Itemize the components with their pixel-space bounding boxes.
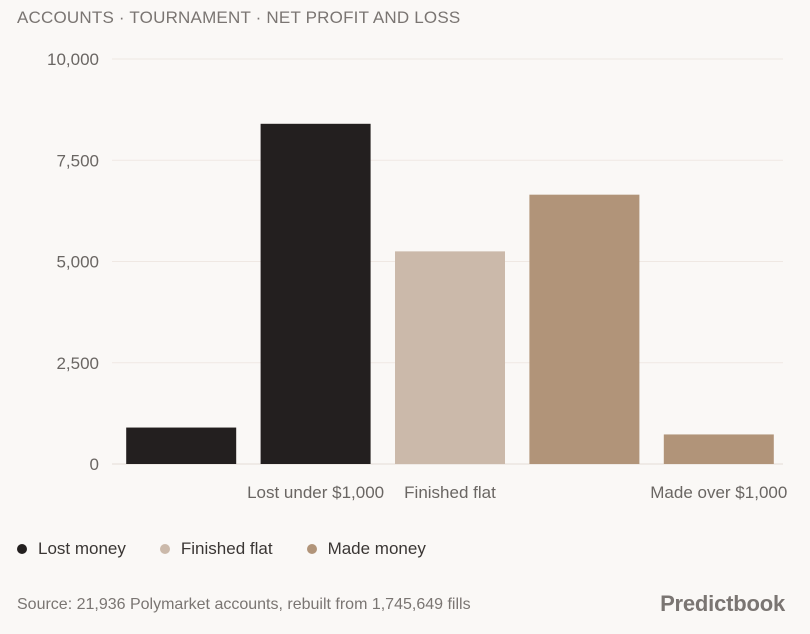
legend-item-made-money: Made money — [306, 539, 426, 559]
bar-4 — [663, 434, 774, 464]
bar-3 — [529, 194, 640, 465]
bar-2 — [395, 251, 505, 464]
y-tick-label: 2,500 — [56, 354, 99, 373]
x-tick-label: Lost under $1,000 — [247, 483, 384, 502]
legend-label: Made money — [327, 539, 426, 558]
y-tick-label: 5,000 — [56, 253, 99, 272]
legend-label: Finished flat — [180, 539, 273, 558]
legend-item-lost-money: Lost money — [17, 539, 126, 559]
legend-swatch-made-money — [306, 544, 317, 554]
bar-1 — [260, 123, 371, 465]
brand-logo: Predictbook — [660, 591, 785, 616]
bar-chart: 0 2,500 5,000 7,500 10,000 Lost under $1,000 F… — [47, 50, 787, 502]
x-tick-label: Finished flat — [404, 483, 496, 502]
legend-swatch-lost-money — [17, 544, 27, 554]
chart-title: ACCOUNTS · TOURNAMENT · NET PROFIT AND L… — [17, 8, 461, 27]
y-tick-label: 7,500 — [56, 151, 99, 170]
legend: Lost money Finished flat Made money — [17, 539, 426, 559]
legend-item-finished-flat: Finished flat — [159, 539, 273, 559]
y-tick-label: 10,000 — [47, 50, 99, 69]
x-tick-label: Made over $1,000 — [650, 483, 787, 502]
legend-label: Lost money — [38, 539, 126, 558]
legend-swatch-finished-flat — [159, 544, 170, 554]
bar-0 — [126, 427, 237, 464]
y-tick-label: 0 — [90, 455, 99, 474]
source-note: Source: 21,936 Polymarket accounts, rebu… — [17, 596, 471, 613]
